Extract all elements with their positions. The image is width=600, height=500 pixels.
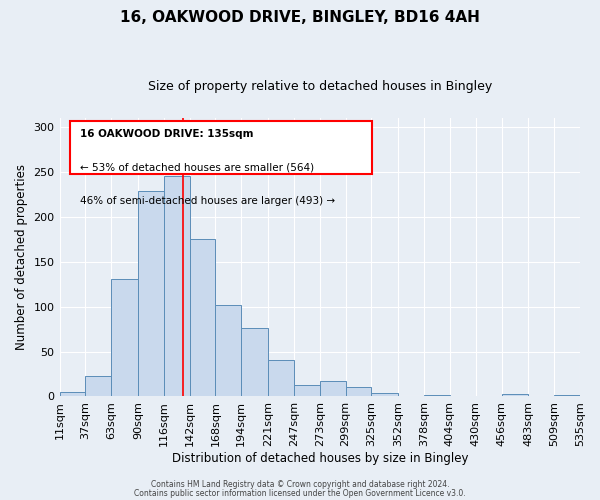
Bar	[424, 394, 450, 396]
Title: Size of property relative to detached houses in Bingley: Size of property relative to detached ho…	[148, 80, 492, 93]
Bar	[85, 376, 111, 396]
Bar	[190, 239, 215, 396]
Bar	[164, 176, 190, 396]
Text: 16, OAKWOOD DRIVE, BINGLEY, BD16 4AH: 16, OAKWOOD DRIVE, BINGLEY, BD16 4AH	[120, 10, 480, 25]
Bar	[215, 305, 241, 396]
Text: ← 53% of detached houses are smaller (564): ← 53% of detached houses are smaller (56…	[80, 162, 314, 172]
Bar	[320, 381, 346, 396]
Text: 46% of semi-detached houses are larger (493) →: 46% of semi-detached houses are larger (…	[80, 196, 335, 206]
Bar	[502, 394, 529, 396]
Bar	[371, 393, 398, 396]
FancyBboxPatch shape	[70, 120, 372, 174]
Bar	[138, 192, 164, 396]
Bar	[346, 388, 371, 396]
Text: 16 OAKWOOD DRIVE: 135sqm: 16 OAKWOOD DRIVE: 135sqm	[80, 129, 254, 139]
Bar	[59, 392, 85, 396]
Bar	[554, 394, 580, 396]
Bar	[294, 385, 320, 396]
Text: Contains public sector information licensed under the Open Government Licence v3: Contains public sector information licen…	[134, 488, 466, 498]
Bar	[241, 328, 268, 396]
Text: Contains HM Land Registry data © Crown copyright and database right 2024.: Contains HM Land Registry data © Crown c…	[151, 480, 449, 489]
X-axis label: Distribution of detached houses by size in Bingley: Distribution of detached houses by size …	[172, 452, 468, 465]
Bar	[111, 278, 138, 396]
Y-axis label: Number of detached properties: Number of detached properties	[15, 164, 28, 350]
Bar	[268, 360, 294, 396]
